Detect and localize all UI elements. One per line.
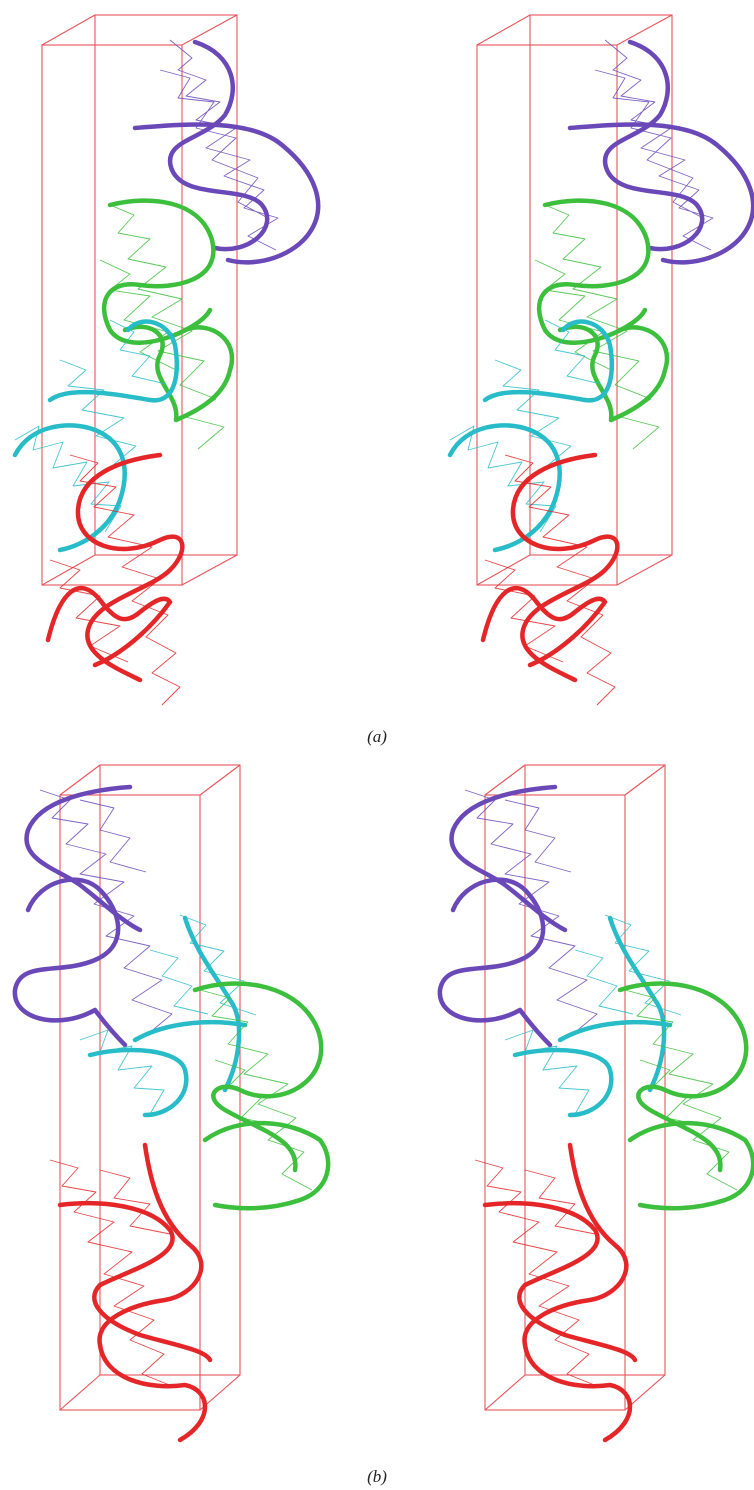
molecule-right-view (450, 15, 753, 705)
stereo-pair-a (15, 15, 753, 705)
molecule-right-view (440, 765, 753, 1440)
panel-label: (b) (367, 1467, 387, 1486)
panel-label: (a) (367, 727, 387, 746)
stereo-pair-b (15, 765, 753, 1440)
molecule-left-view (15, 15, 318, 705)
molecule-left-view (15, 765, 328, 1440)
